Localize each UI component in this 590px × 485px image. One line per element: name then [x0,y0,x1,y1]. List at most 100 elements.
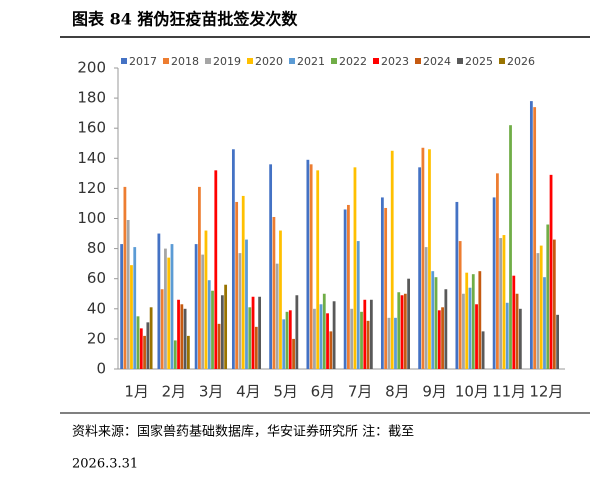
bar [306,159,310,369]
y-tick-label: 140 [77,149,106,167]
bar [295,295,299,369]
bar [533,107,537,369]
x-tick-label: 6月 [311,383,336,401]
bar [434,277,438,369]
bar [186,335,190,369]
y-tick-label: 200 [77,59,106,77]
legend-label: 2019 [213,55,241,68]
bar [353,167,357,369]
bar [248,307,252,369]
bar [556,314,559,369]
bar [214,170,218,369]
bar [403,293,407,369]
bar [462,293,465,369]
legend-swatch [289,58,295,64]
legend-label: 2022 [339,55,367,68]
x-tick-label: 9月 [422,383,447,401]
bar [177,299,180,369]
legend-swatch [205,58,211,64]
legend-label: 2024 [423,55,451,68]
bar [552,239,556,369]
bar [478,271,482,369]
bar [224,284,228,369]
y-tick-label: 20 [87,329,106,347]
bar [180,304,184,369]
bar [471,274,475,369]
bar [139,328,143,369]
bar [350,308,354,369]
y-tick-label: 60 [87,269,106,287]
bar [505,302,509,369]
bar [136,316,140,369]
bar [394,317,397,369]
legend-swatch [457,58,463,64]
date-note: 2026.3.31 [72,457,138,472]
y-tick-label: 100 [77,209,106,227]
legend-label: 2023 [381,55,409,68]
bar [326,313,329,369]
y-tick-label: 160 [77,119,106,137]
legend-swatch [415,58,421,64]
bar [437,310,441,369]
bar [204,230,208,369]
bar [123,186,127,369]
x-tick-label: 10月 [455,383,489,401]
bar [543,277,546,369]
bar [360,311,363,369]
bar [400,295,404,369]
bar [254,326,258,369]
x-tick-label: 1月 [124,383,149,401]
bar [313,308,316,369]
bar [231,149,235,369]
x-tick-label: 8月 [385,383,410,401]
bar [397,292,401,369]
legend-swatch [247,58,253,64]
bar [282,319,286,369]
bar [146,322,150,369]
legend-label: 2026 [507,55,535,68]
bar [309,164,313,369]
bar [173,340,177,369]
bar [455,201,459,369]
bar [424,247,428,369]
figure-title: 图表 84 猪伪狂疫苗批签发次数 [72,10,298,29]
bar [251,296,255,369]
bar [546,224,550,369]
bar [329,331,333,369]
x-tick-label: 5月 [273,383,298,401]
bar [407,278,410,369]
source-note: 资料来源：国家兽药基础数据库，华安证券研究所 注：截至 [72,424,414,440]
bar [441,307,444,369]
y-tick-label: 0 [96,360,106,378]
bar [465,272,469,369]
legend-swatch [331,58,337,64]
bar [285,311,289,369]
bar [369,299,373,369]
bar [418,167,422,369]
bar [468,287,472,369]
legend-swatch [373,58,379,64]
bar [458,241,462,369]
bar [258,296,261,369]
bar [238,253,242,369]
bar [322,293,326,369]
bar [241,195,245,369]
bar [536,253,540,369]
bar [539,245,543,369]
legend-swatch [499,58,505,64]
bar [475,304,478,369]
bar [160,289,164,369]
bar [518,308,522,369]
bar [130,265,133,369]
bar [366,320,370,369]
bar [496,173,499,369]
bar [529,101,533,370]
bar [272,216,276,369]
bar [167,257,171,369]
bar [380,197,384,369]
bar [431,271,435,369]
x-tick-label: 3月 [199,383,224,401]
bar [428,149,431,369]
bar [292,338,295,369]
